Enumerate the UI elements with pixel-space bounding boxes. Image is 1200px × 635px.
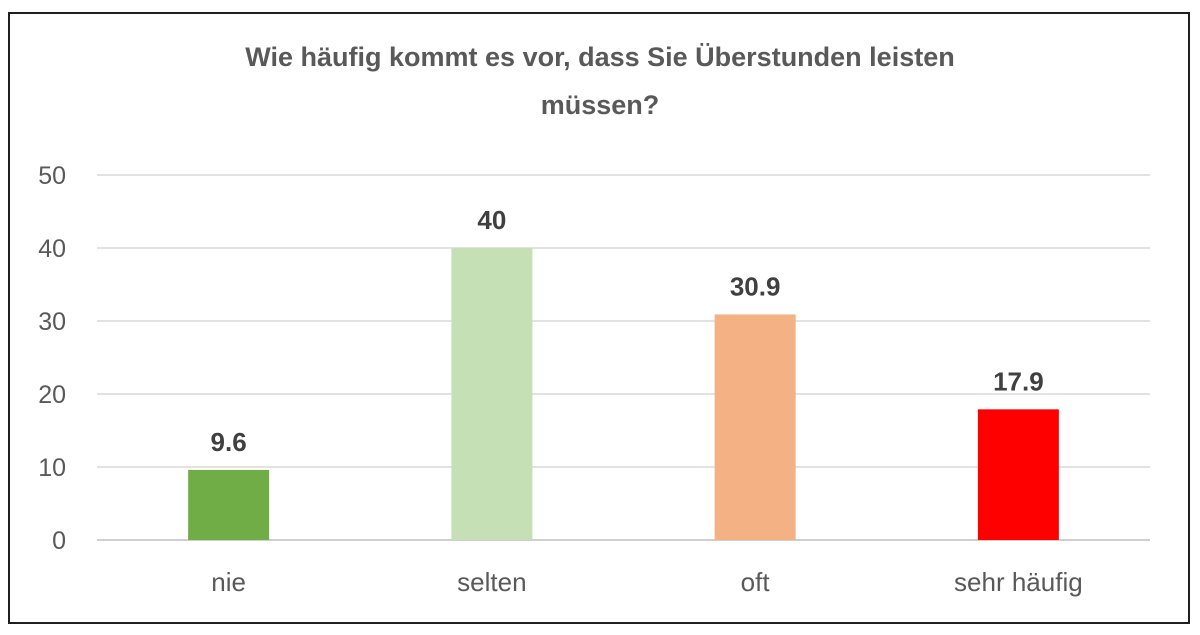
data-label-selten: 40 <box>477 205 506 235</box>
y-tick-label-50: 50 <box>38 162 66 190</box>
bar-selten <box>451 248 533 540</box>
y-tick-label-20: 20 <box>38 381 66 409</box>
bar-oft <box>714 314 796 540</box>
category-label-sehr-häufig: sehr häufig <box>954 567 1083 597</box>
bar-sehr-häufig <box>977 409 1059 540</box>
y-tick-label-10: 10 <box>38 454 66 482</box>
category-label-oft: oft <box>741 567 771 597</box>
category-label-selten: selten <box>457 567 526 597</box>
y-tick-label-40: 40 <box>38 235 66 263</box>
bar-nie <box>188 469 270 540</box>
bars <box>188 248 1059 540</box>
data-label-sehr-häufig: 17.9 <box>993 366 1044 396</box>
y-tick-label-0: 0 <box>52 527 66 555</box>
chart-title-line-2: müssen? <box>541 90 660 120</box>
data-label-oft: 30.9 <box>730 271 781 301</box>
x-axis-categories: nie selten oft sehr häufig <box>211 567 1082 597</box>
data-labels: 9.6 40 30.9 17.9 <box>211 205 1044 457</box>
data-label-nie: 9.6 <box>211 427 247 457</box>
y-tick-label-30: 30 <box>38 308 66 336</box>
category-label-nie: nie <box>211 567 246 597</box>
y-axis-ticks: 0 10 20 30 40 50 <box>38 162 66 555</box>
gridlines <box>97 174 1150 541</box>
chart-title-line-1: Wie häufig kommt es vor, dass Sie Überst… <box>245 42 954 72</box>
